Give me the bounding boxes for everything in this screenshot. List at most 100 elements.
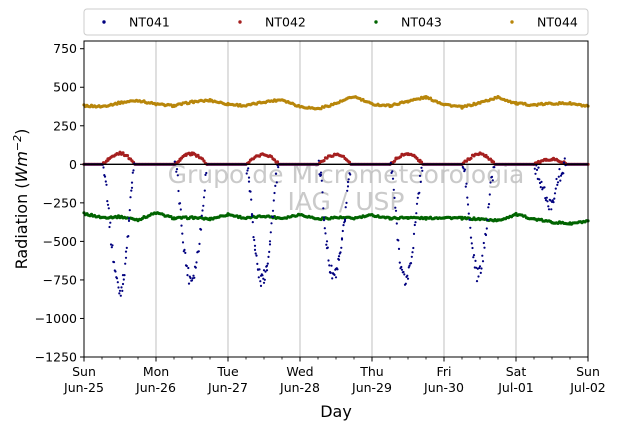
point-NT041: [397, 239, 400, 242]
point-NT041: [259, 280, 262, 283]
point-NT041: [274, 172, 278, 175]
point-NT041: [482, 241, 485, 245]
point-NT041: [185, 264, 188, 268]
x-tick-date: Jun-26: [135, 380, 176, 395]
point-NT041: [345, 201, 348, 204]
point-NT041: [468, 218, 471, 221]
x-tick-weekday: Sun: [72, 364, 96, 379]
point-NT041: [124, 262, 127, 265]
point-NT041: [421, 169, 424, 172]
point-NT041: [486, 218, 489, 222]
point-NT041: [263, 278, 266, 281]
point-NT041: [186, 274, 189, 277]
point-NT041: [395, 222, 398, 225]
point-NT041: [415, 212, 418, 215]
point-NT044: [428, 96, 433, 100]
point-NT041: [179, 208, 182, 211]
point-NT041: [252, 236, 255, 239]
point-NT041: [551, 199, 554, 202]
x-tick-date: Jul-02: [569, 380, 606, 395]
point-NT041: [247, 176, 251, 179]
point-NT041: [265, 269, 269, 272]
point-NT041: [398, 261, 401, 264]
point-NT042: [275, 160, 280, 164]
y-tick-label: −1250: [35, 350, 77, 365]
legend-item-NT042: NT042: [238, 15, 306, 30]
point-NT042: [322, 159, 326, 163]
point-NT041: [391, 170, 394, 173]
point-NT041: [480, 267, 483, 270]
point-NT041: [481, 254, 484, 257]
legend-label: NT044: [537, 15, 578, 30]
x-tick-date: Jun-27: [207, 380, 248, 395]
point-NT041: [258, 268, 261, 271]
point-NT041: [407, 266, 410, 269]
point-NT041: [487, 203, 491, 206]
point-NT041: [488, 193, 491, 196]
point-NT041: [533, 167, 536, 170]
point-NT041: [270, 222, 273, 225]
point-NT041: [477, 275, 480, 278]
legend-item-NT044: NT044: [510, 15, 578, 30]
point-NT041: [264, 270, 267, 273]
point-NT041: [251, 221, 254, 224]
legend-marker: [374, 20, 378, 24]
point-NT041: [181, 232, 184, 235]
point-NT041: [277, 166, 280, 169]
point-NT041: [102, 166, 105, 169]
point-NT041: [114, 270, 117, 273]
point-NT041: [127, 219, 131, 222]
point-NT041: [202, 196, 206, 199]
point-NT041: [412, 232, 416, 235]
point-NT041: [545, 196, 548, 199]
point-NT041: [484, 233, 488, 237]
point-NT041: [410, 255, 413, 258]
point-NT041: [409, 262, 413, 265]
point-NT042: [392, 159, 397, 163]
point-NT041: [130, 189, 133, 192]
point-NT041: [105, 183, 108, 186]
point-NT041: [124, 256, 128, 259]
y-tick-label: −750: [43, 272, 77, 287]
point-NT041: [465, 182, 468, 185]
point-NT041: [412, 246, 415, 250]
series-NT044: [82, 95, 590, 111]
point-NT041: [537, 166, 540, 169]
point-NT041: [349, 173, 352, 176]
point-NT041: [418, 191, 421, 194]
point-NT041: [268, 240, 272, 243]
point-NT041: [205, 171, 208, 175]
point-NT041: [253, 238, 256, 242]
point-NT041: [325, 240, 329, 243]
point-NT041: [120, 286, 123, 289]
point-NT041: [337, 255, 341, 258]
point-NT041: [118, 292, 121, 295]
point-NT041: [474, 259, 477, 262]
point-NT041: [257, 276, 260, 279]
point-NT041: [130, 181, 134, 184]
point-NT041: [117, 286, 120, 289]
x-axis-label: Day: [320, 402, 352, 421]
point-NT041: [392, 188, 395, 191]
point-NT042: [491, 160, 496, 164]
point-NT041: [490, 175, 494, 178]
point-NT041: [346, 185, 350, 188]
point-NT041: [173, 160, 176, 163]
point-NT041: [463, 168, 467, 171]
point-NT041: [110, 246, 113, 249]
point-NT041: [273, 191, 276, 195]
point-NT041: [538, 178, 541, 181]
point-NT041: [121, 282, 125, 286]
point-NT041: [330, 264, 333, 267]
x-tick-weekday: Fri: [437, 364, 452, 379]
point-NT041: [342, 224, 345, 227]
point-NT041: [472, 254, 476, 257]
point-NT041: [249, 190, 252, 193]
point-NT041: [418, 174, 422, 177]
point-NT041: [466, 196, 469, 199]
point-NT041: [547, 208, 551, 211]
point-NT041: [250, 214, 254, 218]
vertical-gridlines: [155, 41, 517, 357]
point-NT041: [340, 238, 344, 241]
